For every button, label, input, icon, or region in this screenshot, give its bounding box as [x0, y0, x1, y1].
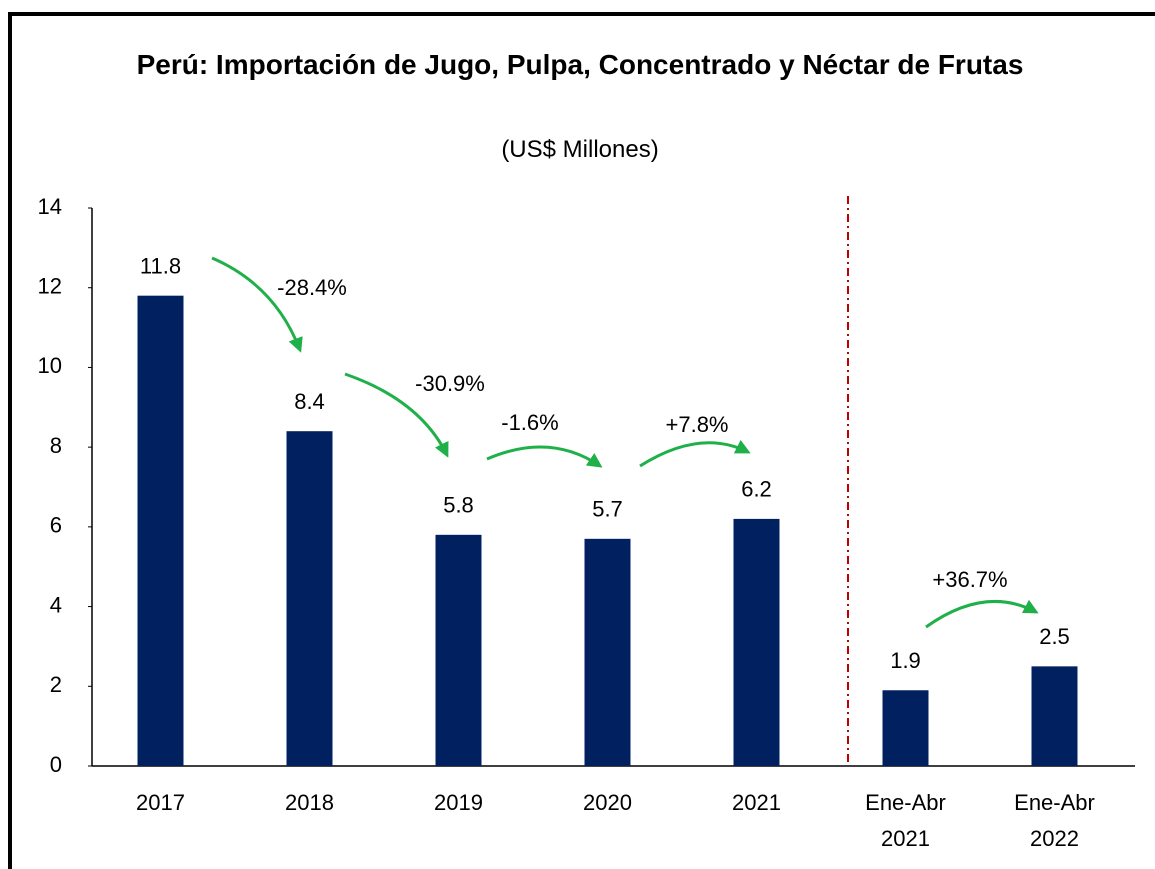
- y-tick-label: 12: [38, 274, 62, 299]
- annotation-arrow: [925, 599, 1039, 629]
- annotation-arrow: [211, 256, 303, 353]
- bar: [1031, 666, 1078, 766]
- y-tick-label: 2: [50, 672, 62, 697]
- x-tick-label: 2020: [583, 790, 632, 815]
- annotation-arrow: [639, 439, 751, 468]
- x-tick-label: 2017: [136, 790, 185, 815]
- data-label: 11.8: [140, 253, 181, 278]
- chart-frame: [8, 12, 1155, 869]
- x-tick-label: 2021: [732, 790, 781, 815]
- bar: [435, 534, 482, 766]
- x-tick-label: Ene-Abr 2022: [1014, 790, 1095, 851]
- bar: [733, 518, 780, 766]
- data-label: 2.5: [1039, 624, 1070, 649]
- x-tick-label: 2018: [285, 790, 334, 815]
- annotation: +7.8%: [666, 412, 729, 437]
- bar: [286, 431, 333, 766]
- annotation: -1.6%: [501, 410, 558, 435]
- data-label: 8.4: [294, 389, 325, 414]
- annotation: -28.4%: [277, 275, 347, 300]
- data-label: 5.7: [592, 497, 623, 522]
- y-tick-label: 14: [38, 194, 62, 219]
- y-tick-label: 4: [50, 592, 62, 617]
- annotation: -30.9%: [415, 371, 485, 396]
- annotation-arrow: [344, 372, 449, 458]
- x-tick-label: 2019: [434, 790, 483, 815]
- chart-subtitle: (US$ Millones): [501, 136, 659, 163]
- annotation-arrow: [486, 445, 603, 468]
- bar: [584, 538, 631, 766]
- y-tick-label: 6: [50, 513, 62, 538]
- bar: [137, 295, 184, 766]
- data-label: 1.9: [890, 648, 921, 673]
- data-label: 6.2: [741, 477, 772, 502]
- y-tick-label: 10: [38, 353, 62, 378]
- y-tick-label: 0: [50, 752, 62, 777]
- y-tick-label: 8: [50, 433, 62, 458]
- annotation: +36.7%: [932, 567, 1007, 592]
- x-tick-label: Ene-Abr 2021: [865, 790, 946, 851]
- data-label: 5.8: [443, 493, 474, 518]
- bar: [882, 690, 929, 766]
- chart-title: Perú: Importación de Jugo, Pulpa, Concen…: [136, 49, 1024, 80]
